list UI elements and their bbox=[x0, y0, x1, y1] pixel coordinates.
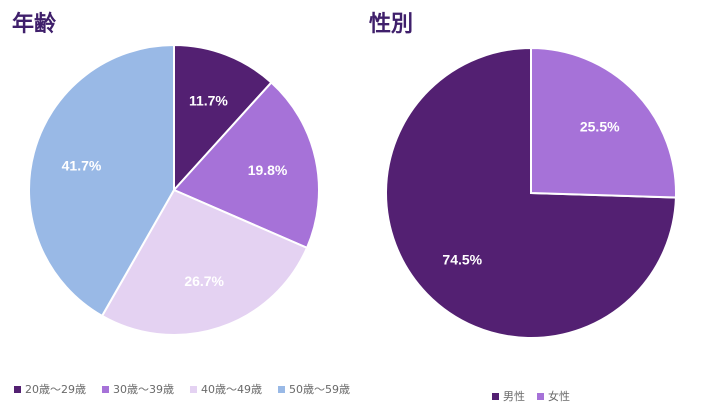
slice-label-2: 26.7% bbox=[184, 273, 224, 289]
legend-item-0: 男性 bbox=[492, 388, 525, 404]
legend-label: 30歳～39歳 bbox=[113, 383, 174, 396]
pie-slice-0 bbox=[173, 43, 273, 193]
legend-label: 50歳～59歳 bbox=[289, 383, 350, 396]
legend-item-0: 20歳～29歳 bbox=[14, 381, 86, 397]
legend-label: 20歳～29歳 bbox=[25, 383, 86, 396]
slice-label-3: 41.7% bbox=[62, 157, 102, 173]
legend-label: 男性 bbox=[503, 390, 525, 403]
pie-slice-1 bbox=[172, 81, 320, 250]
legend-item-2: 40歳～49歳 bbox=[190, 381, 262, 397]
chart-title: 性別 bbox=[369, 12, 414, 37]
gender-legend: 男性 女性 bbox=[492, 388, 570, 404]
legend-swatch bbox=[14, 385, 21, 393]
legend-item-3: 50歳～59歳 bbox=[278, 381, 350, 397]
age-legend: 20歳～29歳 30歳～39歳 40歳～49歳 50歳～59歳 bbox=[14, 381, 350, 397]
legend-item-1: 30歳～39歳 bbox=[102, 381, 174, 397]
gender-chart-panel: 性別 74.5% 25.5% 男性 女性 bbox=[355, 0, 710, 408]
legend-label: 40歳～49歳 bbox=[201, 383, 262, 396]
pie-slice-1 bbox=[530, 46, 677, 199]
slice-label-1: 19.8% bbox=[248, 162, 288, 178]
chart-title: 年齢 bbox=[12, 12, 57, 37]
legend-swatch bbox=[278, 385, 285, 393]
slice-label-0: 74.5% bbox=[442, 252, 482, 268]
legend-swatch bbox=[537, 392, 544, 400]
legend-swatch bbox=[190, 385, 197, 393]
legend-swatch bbox=[492, 392, 499, 400]
gender-pie-chart: 74.5% 25.5% bbox=[385, 46, 677, 339]
legend-label: 女性 bbox=[548, 390, 570, 403]
slice-label-1: 25.5% bbox=[580, 118, 620, 134]
pie-slice-3 bbox=[28, 43, 175, 318]
age-chart-panel: 年齢 11.7% 19.8% 26.7% 41.7% 20歳～29歳 30歳～39歳 40… bbox=[12, 12, 350, 397]
legend-swatch bbox=[102, 385, 109, 393]
slice-label-0: 11.7% bbox=[189, 93, 228, 109]
legend-item-1: 女性 bbox=[537, 388, 570, 404]
age-pie-chart: 11.7% 19.8% 26.7% 41.7% bbox=[28, 43, 320, 336]
